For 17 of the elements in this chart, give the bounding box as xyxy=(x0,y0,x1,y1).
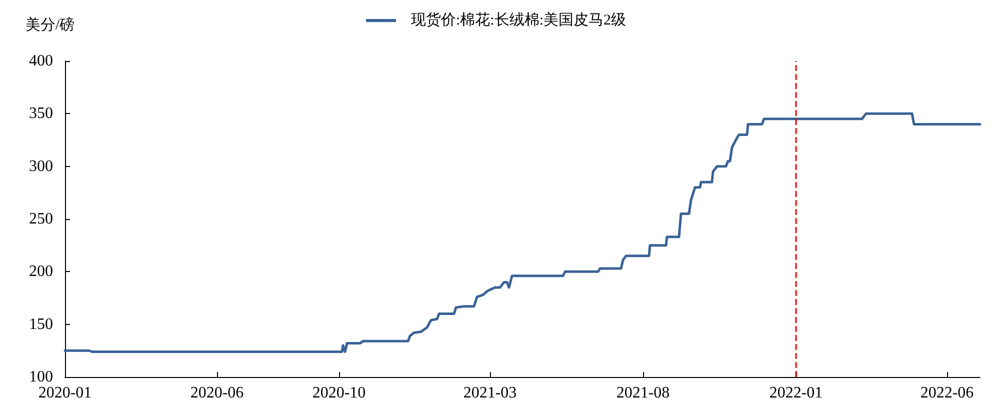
x-tick-label: 2021-08 xyxy=(616,384,670,402)
y-tick-label: 200 xyxy=(29,263,53,280)
x-tick-label: 2021-03 xyxy=(463,384,517,402)
y-tick-label: 100 xyxy=(29,368,53,386)
y-tick-label: 250 xyxy=(29,210,53,228)
y-tick-label: 400 xyxy=(29,52,53,70)
y-tick-label: 150 xyxy=(29,316,53,333)
y-tick-label: 300 xyxy=(29,158,53,175)
x-tick-label: 2020-10 xyxy=(312,384,366,402)
x-tick-label: 2020-01 xyxy=(38,384,92,402)
legend-label: 现货价:棉花:长绒棉:美国皮马2级 xyxy=(411,12,626,28)
x-tick-label: 2022-06 xyxy=(920,384,974,402)
y-tick-label: 350 xyxy=(29,105,53,122)
y-axis-title: 美分/磅 xyxy=(25,16,75,34)
x-tick-label: 2020-06 xyxy=(190,384,244,402)
line-series xyxy=(64,112,982,353)
x-tick-label: 2022-01 xyxy=(769,384,823,402)
